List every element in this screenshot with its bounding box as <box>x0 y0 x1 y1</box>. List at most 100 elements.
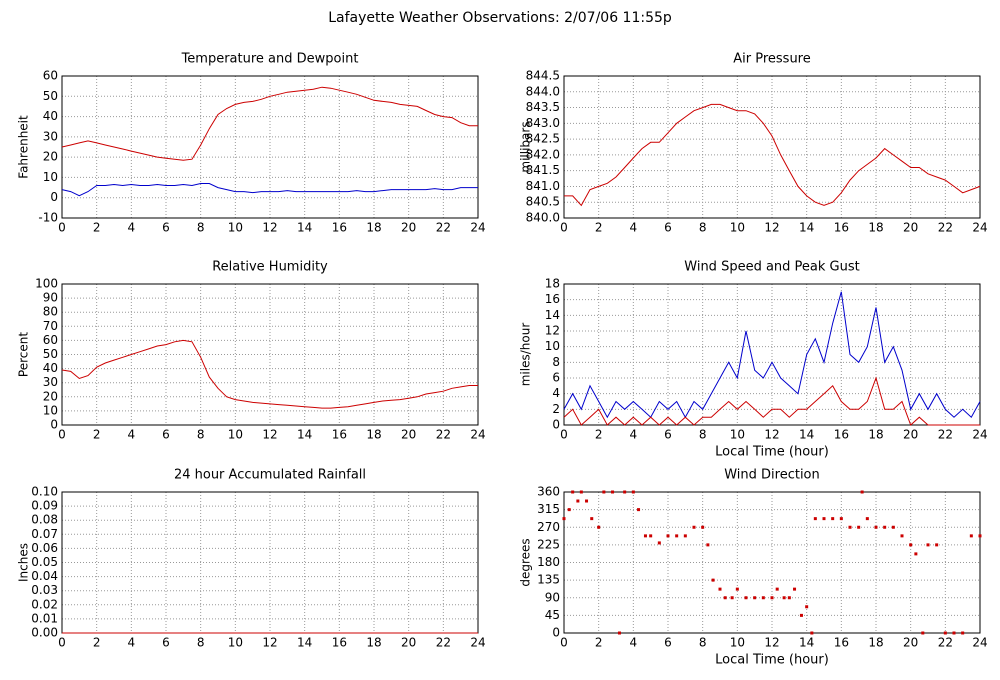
x-tick-label: 10 <box>228 428 243 442</box>
plot-frame <box>61 283 479 426</box>
y-tick-label: 70 <box>43 319 58 333</box>
x-tick-label: 12 <box>262 221 277 235</box>
y-tick-label: 844.0 <box>526 84 560 98</box>
x-tick-label: 8 <box>699 428 707 442</box>
y-tick-label: 840.0 <box>526 211 560 225</box>
x-tick-label: 18 <box>366 221 381 235</box>
x-tick-label: 14 <box>297 428 312 442</box>
data-point <box>637 508 641 512</box>
data-point <box>718 587 722 591</box>
y-tick-label: 315 <box>537 502 560 516</box>
y-tick-label: 16 <box>545 292 560 306</box>
data-point <box>848 525 852 529</box>
data-point <box>900 534 904 538</box>
x-tick-label: 22 <box>436 221 451 235</box>
y-tick-label: 841.0 <box>526 179 560 193</box>
y-tick-label: 0.04 <box>31 569 58 583</box>
y-tick-label: 180 <box>537 555 560 569</box>
x-tick-label: 14 <box>297 636 312 650</box>
x-tick-label: 8 <box>699 221 707 235</box>
y-tick-label: 18 <box>545 277 560 291</box>
data-point <box>865 517 869 521</box>
data-point <box>921 631 925 635</box>
y-tick-label: 4 <box>552 386 560 400</box>
x-tick-label: 0 <box>560 221 568 235</box>
y-tick-label: 40 <box>43 361 58 375</box>
y-tick-label: 90 <box>43 291 58 305</box>
x-tick-label: 8 <box>699 636 707 650</box>
data-point <box>839 517 843 521</box>
data-point <box>787 596 791 600</box>
data-point <box>969 534 973 538</box>
y-axis-label: degrees <box>519 538 533 586</box>
data-point <box>753 596 757 600</box>
y-tick-label: 842.0 <box>526 147 560 161</box>
data-point <box>822 517 826 521</box>
y-axis-label: Fahrenheit <box>17 115 31 179</box>
data-point <box>857 525 861 529</box>
y-tick-label: 30 <box>43 129 58 143</box>
plot-frame <box>563 75 981 219</box>
data-point <box>775 587 779 591</box>
y-tick-label: 841.5 <box>526 163 560 177</box>
y-tick-label: 60 <box>43 69 58 83</box>
data-point <box>813 517 817 521</box>
data-line <box>61 183 478 197</box>
chart-title: Wind Speed and Peak Gust <box>684 260 859 275</box>
y-tick-label: 50 <box>43 89 58 103</box>
data-point <box>914 552 918 556</box>
x-tick-label: 16 <box>834 636 849 650</box>
x-tick-label: 20 <box>401 428 416 442</box>
data-point <box>926 543 930 547</box>
x-tick-label: 14 <box>297 221 312 235</box>
y-tick-label: 225 <box>537 537 560 551</box>
x-tick-label: 8 <box>197 221 205 235</box>
y-tick-label: 20 <box>43 150 58 164</box>
x-tick-label: 12 <box>764 428 779 442</box>
x-tick-label: 0 <box>58 428 66 442</box>
x-tick-label: 12 <box>262 428 277 442</box>
data-point <box>631 490 635 494</box>
plot-area <box>564 76 980 218</box>
data-point <box>723 596 727 600</box>
data-point <box>711 578 715 582</box>
x-tick-label: 2 <box>595 428 603 442</box>
data-point <box>805 605 809 609</box>
chart-title: Temperature and Dewpoint <box>181 52 359 67</box>
y-tick-label: 45 <box>545 608 560 622</box>
data-point <box>666 534 670 538</box>
x-tick-label: 2 <box>93 636 101 650</box>
y-tick-label: 20 <box>43 389 58 403</box>
y-tick-label: 90 <box>545 590 560 604</box>
data-point <box>701 525 705 529</box>
x-tick-label: 20 <box>903 428 918 442</box>
data-point <box>831 517 835 521</box>
x-tick-label: 0 <box>58 221 66 235</box>
data-point <box>744 596 748 600</box>
y-tick-label: 843.5 <box>526 100 560 114</box>
data-point <box>860 490 864 494</box>
x-tick-label: 4 <box>128 428 136 442</box>
data-point <box>770 596 774 600</box>
x-tick-label: 4 <box>630 428 638 442</box>
data-line <box>563 291 981 419</box>
x-axis-label: Local Time (hour) <box>715 653 829 668</box>
data-point <box>874 525 878 529</box>
y-tick-label: 30 <box>43 375 58 389</box>
chart-title: 24 hour Accumulated Rainfall <box>174 468 366 483</box>
y-axis-label: Inches <box>17 543 31 582</box>
data-point <box>683 534 687 538</box>
chart-title: Wind Direction <box>724 468 820 483</box>
y-tick-label: 0.03 <box>31 583 58 597</box>
x-tick-label: 16 <box>332 221 347 235</box>
x-tick-label: 18 <box>366 636 381 650</box>
y-tick-label: 80 <box>43 305 58 319</box>
data-point <box>883 525 887 529</box>
x-tick-label: 24 <box>972 221 987 235</box>
x-tick-label: 24 <box>470 636 485 650</box>
data-point <box>782 596 786 600</box>
x-tick-label: 14 <box>799 221 814 235</box>
y-tick-label: 10 <box>43 170 58 184</box>
data-point <box>576 499 580 503</box>
